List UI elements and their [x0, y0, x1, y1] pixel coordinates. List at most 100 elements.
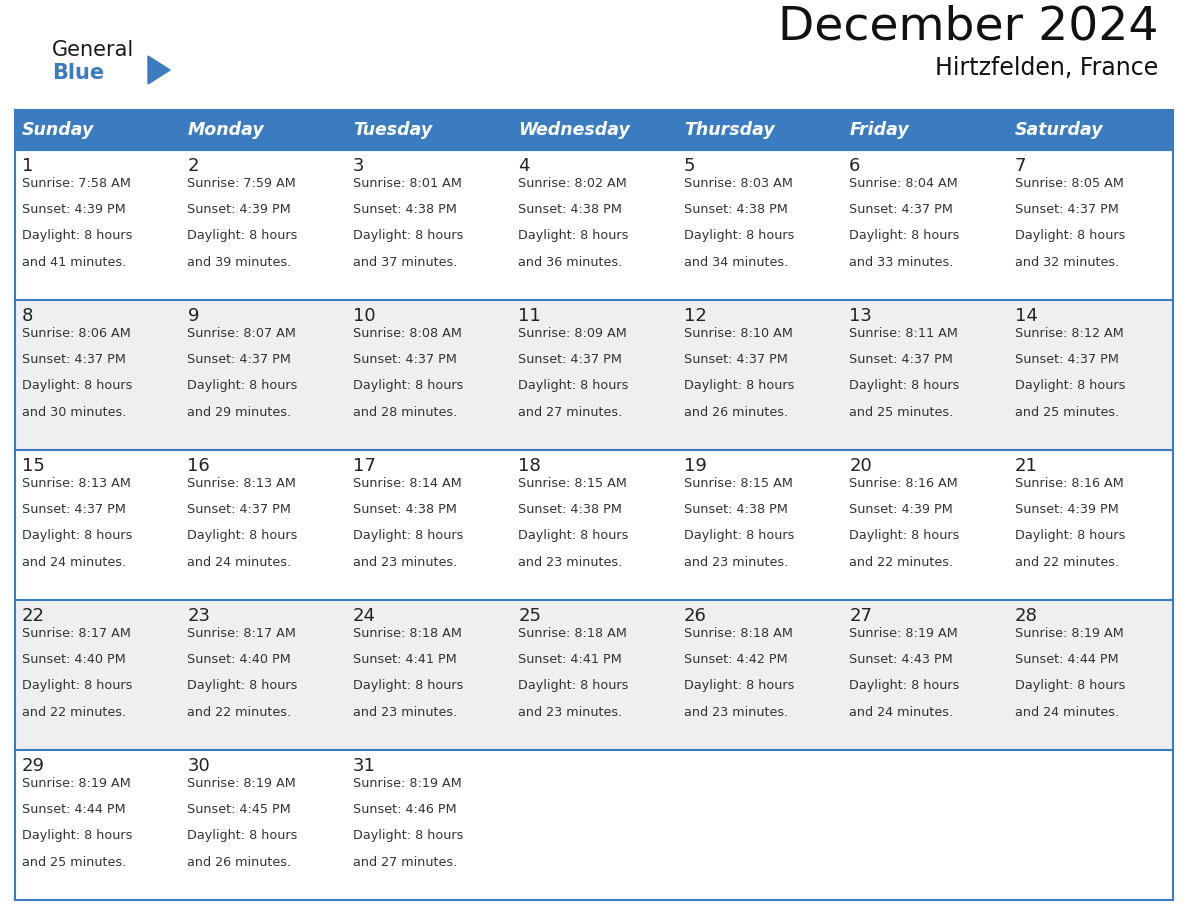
Text: Sunrise: 8:12 AM: Sunrise: 8:12 AM	[1015, 327, 1124, 340]
Text: and 28 minutes.: and 28 minutes.	[353, 406, 457, 419]
Text: Sunrise: 7:59 AM: Sunrise: 7:59 AM	[188, 177, 296, 190]
Text: 16: 16	[188, 457, 210, 475]
Bar	[511, 110, 677, 150]
Text: 21: 21	[1015, 457, 1037, 475]
Text: and 22 minutes.: and 22 minutes.	[849, 555, 953, 569]
Text: 12: 12	[684, 307, 707, 325]
Text: Daylight: 8 hours: Daylight: 8 hours	[353, 679, 463, 692]
Text: Sunrise: 8:16 AM: Sunrise: 8:16 AM	[849, 477, 958, 490]
Text: Daylight: 8 hours: Daylight: 8 hours	[518, 379, 628, 393]
Text: 28: 28	[1015, 607, 1037, 625]
Text: Sunrise: 8:13 AM: Sunrise: 8:13 AM	[188, 477, 296, 490]
Text: Daylight: 8 hours: Daylight: 8 hours	[849, 379, 960, 393]
Text: Daylight: 8 hours: Daylight: 8 hours	[684, 230, 794, 242]
Text: 31: 31	[353, 757, 375, 775]
Text: Sunset: 4:43 PM: Sunset: 4:43 PM	[849, 654, 953, 666]
Text: Sunset: 4:37 PM: Sunset: 4:37 PM	[188, 503, 291, 516]
Bar	[677, 110, 842, 150]
Text: 17: 17	[353, 457, 375, 475]
Text: 19: 19	[684, 457, 707, 475]
Text: 30: 30	[188, 757, 210, 775]
Bar	[15, 150, 1173, 300]
Text: Sunrise: 8:09 AM: Sunrise: 8:09 AM	[518, 327, 627, 340]
Text: Sunrise: 8:19 AM: Sunrise: 8:19 AM	[188, 777, 296, 790]
Text: Sunrise: 8:11 AM: Sunrise: 8:11 AM	[849, 327, 958, 340]
Bar	[842, 110, 1007, 150]
Text: Sunset: 4:37 PM: Sunset: 4:37 PM	[518, 353, 623, 366]
Text: and 29 minutes.: and 29 minutes.	[188, 406, 291, 419]
Text: and 23 minutes.: and 23 minutes.	[518, 555, 623, 569]
Text: Daylight: 8 hours: Daylight: 8 hours	[1015, 530, 1125, 543]
Text: 14: 14	[1015, 307, 1037, 325]
Text: and 32 minutes.: and 32 minutes.	[1015, 256, 1119, 269]
Text: Daylight: 8 hours: Daylight: 8 hours	[1015, 230, 1125, 242]
Bar	[15, 110, 181, 150]
Text: Daylight: 8 hours: Daylight: 8 hours	[353, 530, 463, 543]
Text: and 33 minutes.: and 33 minutes.	[849, 256, 954, 269]
Text: 27: 27	[849, 607, 872, 625]
Text: 15: 15	[23, 457, 45, 475]
Text: and 27 minutes.: and 27 minutes.	[353, 856, 457, 868]
Text: and 37 minutes.: and 37 minutes.	[353, 256, 457, 269]
Text: and 25 minutes.: and 25 minutes.	[23, 856, 126, 868]
Text: Sunrise: 8:16 AM: Sunrise: 8:16 AM	[1015, 477, 1124, 490]
Text: Tuesday: Tuesday	[353, 121, 432, 139]
Text: and 22 minutes.: and 22 minutes.	[1015, 555, 1119, 569]
Text: Sunset: 4:37 PM: Sunset: 4:37 PM	[23, 353, 126, 366]
Text: Daylight: 8 hours: Daylight: 8 hours	[684, 379, 794, 393]
Text: 11: 11	[518, 307, 541, 325]
Text: 4: 4	[518, 157, 530, 175]
Text: Daylight: 8 hours: Daylight: 8 hours	[23, 830, 132, 843]
Text: 24: 24	[353, 607, 375, 625]
Text: and 22 minutes.: and 22 minutes.	[188, 706, 291, 719]
Text: Sunrise: 8:18 AM: Sunrise: 8:18 AM	[684, 627, 792, 640]
Bar	[15, 600, 1173, 750]
Text: Sunset: 4:37 PM: Sunset: 4:37 PM	[1015, 353, 1118, 366]
Text: Sunset: 4:39 PM: Sunset: 4:39 PM	[849, 503, 953, 516]
Text: Sunset: 4:38 PM: Sunset: 4:38 PM	[684, 203, 788, 217]
Text: and 34 minutes.: and 34 minutes.	[684, 256, 788, 269]
Polygon shape	[148, 56, 170, 84]
Text: and 22 minutes.: and 22 minutes.	[23, 706, 126, 719]
Text: 1: 1	[23, 157, 33, 175]
Text: and 24 minutes.: and 24 minutes.	[849, 706, 953, 719]
Text: Sunday: Sunday	[23, 121, 94, 139]
Text: December 2024: December 2024	[777, 5, 1158, 50]
Text: 3: 3	[353, 157, 365, 175]
Text: 8: 8	[23, 307, 33, 325]
Text: Daylight: 8 hours: Daylight: 8 hours	[353, 830, 463, 843]
Text: Daylight: 8 hours: Daylight: 8 hours	[23, 230, 132, 242]
Text: 23: 23	[188, 607, 210, 625]
Text: 18: 18	[518, 457, 541, 475]
Text: Sunrise: 8:19 AM: Sunrise: 8:19 AM	[849, 627, 958, 640]
Text: Sunrise: 8:04 AM: Sunrise: 8:04 AM	[849, 177, 958, 190]
Text: Hirtzfelden, France: Hirtzfelden, France	[935, 56, 1158, 80]
Text: Sunrise: 8:18 AM: Sunrise: 8:18 AM	[353, 627, 462, 640]
Text: Sunrise: 8:13 AM: Sunrise: 8:13 AM	[23, 477, 131, 490]
Text: Sunset: 4:46 PM: Sunset: 4:46 PM	[353, 803, 456, 816]
Text: Sunset: 4:38 PM: Sunset: 4:38 PM	[353, 503, 456, 516]
Text: Monday: Monday	[188, 121, 264, 139]
Text: Daylight: 8 hours: Daylight: 8 hours	[188, 230, 298, 242]
Text: Sunset: 4:41 PM: Sunset: 4:41 PM	[353, 654, 456, 666]
Text: Sunrise: 8:01 AM: Sunrise: 8:01 AM	[353, 177, 462, 190]
Text: Sunrise: 8:19 AM: Sunrise: 8:19 AM	[353, 777, 462, 790]
Text: Sunrise: 8:19 AM: Sunrise: 8:19 AM	[23, 777, 131, 790]
Text: and 24 minutes.: and 24 minutes.	[1015, 706, 1119, 719]
Text: Daylight: 8 hours: Daylight: 8 hours	[353, 230, 463, 242]
Text: and 25 minutes.: and 25 minutes.	[1015, 406, 1119, 419]
Text: Sunrise: 8:07 AM: Sunrise: 8:07 AM	[188, 327, 296, 340]
Text: 29: 29	[23, 757, 45, 775]
Text: and 26 minutes.: and 26 minutes.	[684, 406, 788, 419]
Text: Sunrise: 8:18 AM: Sunrise: 8:18 AM	[518, 627, 627, 640]
Text: Daylight: 8 hours: Daylight: 8 hours	[188, 679, 298, 692]
Text: Daylight: 8 hours: Daylight: 8 hours	[188, 830, 298, 843]
Text: Daylight: 8 hours: Daylight: 8 hours	[1015, 379, 1125, 393]
Text: Sunset: 4:38 PM: Sunset: 4:38 PM	[518, 503, 623, 516]
Bar	[346, 110, 511, 150]
Text: Sunset: 4:38 PM: Sunset: 4:38 PM	[518, 203, 623, 217]
Text: Daylight: 8 hours: Daylight: 8 hours	[1015, 679, 1125, 692]
Text: and 36 minutes.: and 36 minutes.	[518, 256, 623, 269]
Bar	[181, 110, 346, 150]
Text: Sunrise: 8:17 AM: Sunrise: 8:17 AM	[188, 627, 296, 640]
